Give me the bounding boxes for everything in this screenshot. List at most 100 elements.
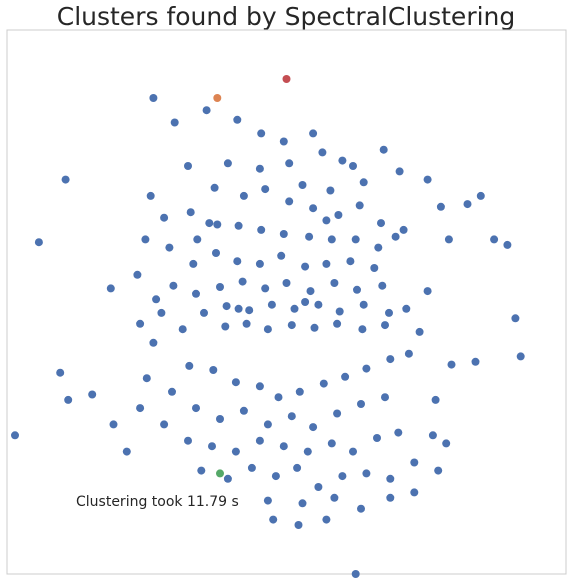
scatter-point [136, 404, 145, 413]
scatter-point [490, 235, 499, 244]
scatter-point [231, 378, 240, 387]
scatter-point [298, 181, 307, 189]
scatter-point [341, 372, 350, 381]
scatter-point [338, 156, 347, 165]
scatter-point [216, 283, 224, 291]
scatter-point [223, 159, 232, 168]
scatter-point [391, 232, 400, 241]
scatter-point [279, 442, 288, 451]
scatter-point [370, 264, 379, 272]
scatter-point [410, 458, 419, 467]
scatter-point [359, 178, 368, 187]
scatter-point [306, 287, 315, 296]
scatter-point [298, 499, 307, 508]
scatter-point [170, 118, 179, 127]
scatter-point [386, 355, 395, 364]
scatter-point [355, 201, 364, 210]
scatter-point [34, 238, 43, 247]
scatter-point [209, 366, 218, 374]
scatter-point [257, 225, 266, 234]
scatter-point [239, 191, 248, 200]
scatter-point [353, 285, 361, 294]
scatter-point [381, 393, 389, 402]
scatter-point [205, 219, 214, 228]
scatter-point [381, 321, 389, 330]
scatter-point [269, 515, 278, 524]
scatter-point [428, 431, 437, 440]
scatter-point [287, 412, 296, 421]
scatter-point [423, 175, 432, 184]
scatter-point [415, 327, 424, 336]
scatter-point [157, 308, 166, 317]
scatter-point [359, 300, 368, 309]
scatter-point [186, 208, 195, 217]
scatter-point [192, 404, 200, 413]
scatter-point [301, 262, 310, 271]
scatter-point [374, 243, 383, 252]
timing-annotation: Clustering took 11.79 s [76, 494, 239, 510]
scatter-point [149, 94, 158, 102]
scatter-point [327, 235, 336, 244]
scatter-point [290, 304, 299, 313]
scatter-point [208, 442, 216, 451]
scatter-point [238, 277, 247, 286]
scatter-point [395, 167, 404, 176]
scatter-point [476, 191, 485, 200]
scatter-point [349, 447, 357, 456]
scatter-point [404, 349, 413, 358]
scatter-point [346, 257, 355, 266]
scatter-point [357, 400, 365, 408]
scatter-point [322, 259, 331, 268]
scatter-point [210, 183, 219, 192]
scatter-point [358, 325, 367, 334]
scatter-point [293, 463, 302, 472]
scatter-point [213, 220, 222, 229]
scatter-point [213, 94, 222, 102]
scatter-point [503, 240, 512, 249]
scatter-point [222, 302, 231, 311]
scatter-point [285, 197, 294, 206]
scatter-point [142, 374, 151, 383]
scatter-point [279, 137, 288, 146]
scatter-point [318, 148, 327, 157]
scatter-point [184, 436, 192, 445]
scatter-point [399, 225, 408, 234]
scatter-point [386, 493, 395, 502]
scatter-point [423, 287, 432, 296]
scatter-point [263, 420, 272, 429]
scatter-point [385, 308, 393, 317]
scatter-point [233, 257, 242, 266]
scatter-point [373, 434, 381, 442]
scatter-point [200, 308, 208, 317]
scatter-point [189, 259, 198, 268]
scatter-point [471, 357, 480, 366]
scatter-point [233, 115, 242, 124]
scatter-point [257, 129, 266, 138]
scatter-point [141, 235, 150, 244]
scatter-point [234, 304, 243, 313]
scatter-point [136, 319, 145, 328]
scatter-point [231, 447, 240, 456]
scatter-point [362, 469, 371, 478]
scatter-point [386, 474, 395, 483]
scatter-point [349, 162, 357, 170]
scatter-point [351, 235, 360, 244]
scatter-point [410, 488, 419, 497]
chart-title: Clusters found by SpectralClustering [56, 2, 516, 31]
scatter-point [327, 439, 336, 448]
scatter-point [168, 387, 176, 396]
scatter-point [56, 368, 65, 377]
scatter-point [263, 496, 272, 505]
scatter-point [160, 213, 169, 222]
scatter-point [64, 395, 73, 404]
scatter-point [314, 300, 323, 309]
scatter-point [431, 395, 440, 404]
scatter-point [109, 420, 118, 429]
scatter-point [351, 570, 360, 578]
scatter-point [377, 219, 385, 228]
scatter-point [309, 129, 318, 138]
scatter-point [335, 307, 344, 316]
scatter-point [247, 463, 256, 472]
scatter-point [402, 304, 411, 313]
scatter-point [271, 472, 280, 481]
